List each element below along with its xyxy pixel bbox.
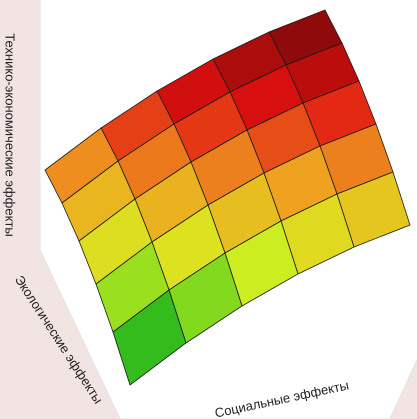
surface-cell [112,289,187,386]
surface [44,9,411,386]
box-edge [389,359,417,419]
box-grid [39,0,417,419]
box-edge [39,249,121,419]
z-axis-label: Технико-экономические эффекты [3,33,18,236]
